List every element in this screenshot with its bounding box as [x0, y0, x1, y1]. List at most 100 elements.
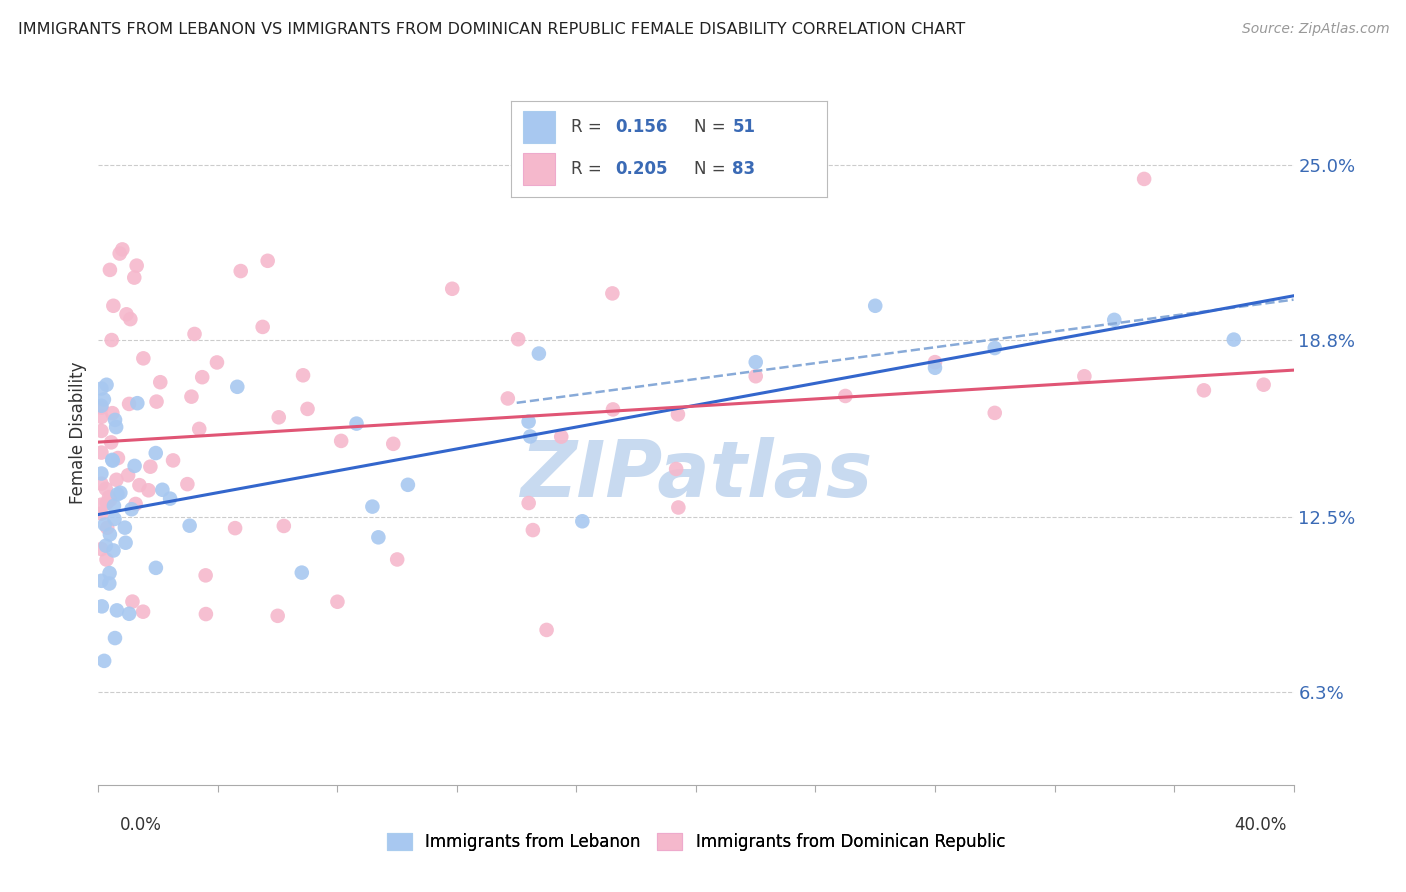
Point — [115, 307, 138, 321]
Point — [194, 568, 217, 582]
Point — [124, 270, 146, 285]
Point — [101, 406, 124, 420]
Point — [103, 512, 125, 526]
Point — [132, 605, 155, 619]
Point — [256, 253, 278, 268]
Point — [90, 399, 112, 413]
Point — [745, 369, 768, 384]
Point — [550, 430, 572, 444]
Point — [93, 654, 115, 668]
Point — [90, 467, 112, 481]
Point — [226, 380, 249, 394]
Point — [103, 299, 125, 313]
Point — [666, 500, 689, 515]
Point — [865, 299, 887, 313]
Point — [297, 401, 319, 416]
Point — [536, 623, 558, 637]
Point — [291, 566, 314, 580]
Point — [1253, 377, 1275, 392]
Point — [98, 566, 121, 580]
Point — [149, 375, 172, 389]
Point — [152, 483, 174, 497]
Point — [128, 478, 150, 492]
Point — [1192, 384, 1215, 398]
Point — [121, 502, 143, 516]
Point — [127, 396, 149, 410]
Point — [176, 477, 198, 491]
Point — [508, 332, 530, 346]
Text: IMMIGRANTS FROM LEBANON VS IMMIGRANTS FROM DOMINICAN REPUBLIC FEMALE DISABILITY : IMMIGRANTS FROM LEBANON VS IMMIGRANTS FR… — [18, 22, 966, 37]
Point — [571, 514, 593, 528]
Point — [180, 390, 202, 404]
Point — [496, 392, 519, 406]
Y-axis label: Female Disability: Female Disability — [69, 361, 87, 504]
Point — [105, 473, 128, 487]
Point — [103, 543, 125, 558]
Point — [96, 377, 118, 392]
Point — [105, 603, 128, 617]
Point — [124, 497, 146, 511]
Point — [745, 355, 768, 369]
Point — [90, 498, 112, 512]
Point — [924, 355, 946, 369]
Point — [396, 478, 419, 492]
Point — [162, 453, 184, 467]
Point — [98, 576, 121, 591]
Point — [90, 409, 112, 424]
Point — [96, 552, 118, 566]
Point — [90, 542, 112, 557]
Point — [984, 341, 1007, 355]
Point — [138, 483, 160, 498]
Point — [90, 599, 112, 614]
Point — [96, 496, 118, 510]
Point — [527, 346, 550, 360]
Point — [120, 312, 142, 326]
Point — [118, 397, 141, 411]
Point — [1073, 369, 1095, 384]
Point — [666, 408, 689, 422]
Point — [367, 530, 389, 544]
Point — [139, 459, 162, 474]
Point — [104, 413, 127, 427]
Point — [121, 594, 143, 608]
Point — [145, 394, 167, 409]
Point — [132, 351, 155, 366]
Point — [93, 517, 115, 532]
Point — [90, 507, 112, 521]
Point — [100, 435, 122, 450]
Point — [188, 422, 211, 436]
Point — [117, 468, 139, 483]
Point — [98, 263, 121, 277]
Point — [101, 453, 124, 467]
Point — [114, 535, 136, 549]
Point — [125, 259, 148, 273]
Point — [273, 519, 295, 533]
Point — [114, 521, 136, 535]
Point — [183, 326, 205, 341]
Point — [517, 415, 540, 429]
Point — [98, 492, 121, 507]
Point — [90, 476, 112, 491]
Point — [194, 607, 217, 621]
Point — [98, 490, 121, 504]
Point — [103, 499, 125, 513]
Point — [602, 402, 624, 417]
Point — [100, 333, 122, 347]
Point — [519, 429, 541, 443]
Point — [94, 482, 117, 496]
Point — [984, 406, 1007, 420]
Point — [104, 631, 127, 645]
Point — [522, 523, 544, 537]
Point — [326, 595, 349, 609]
Point — [105, 420, 128, 434]
Point — [385, 552, 409, 566]
Point — [96, 521, 118, 535]
Point — [267, 608, 290, 623]
Point — [382, 437, 405, 451]
Point — [108, 246, 131, 260]
Point — [101, 453, 124, 467]
Point — [517, 496, 540, 510]
Point — [90, 574, 112, 588]
Point — [90, 424, 112, 438]
Point — [1104, 313, 1126, 327]
